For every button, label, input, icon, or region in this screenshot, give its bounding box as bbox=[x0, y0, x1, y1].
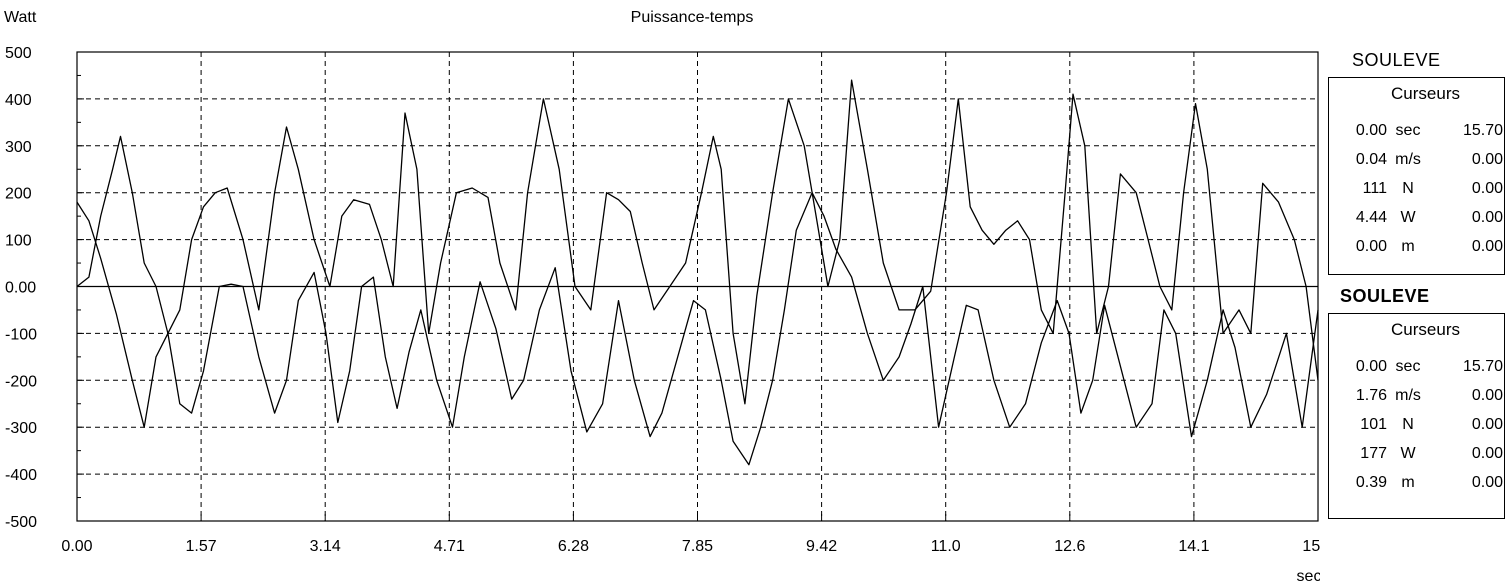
y-tick-label: 300 bbox=[5, 139, 32, 156]
x-tick-label: 0.00 bbox=[61, 538, 92, 555]
y-tick-label: 200 bbox=[5, 186, 32, 203]
cursor-panel-2: Curseurs 0.00 sec 15.70 1.76 m/s 0.00 10… bbox=[1328, 313, 1505, 519]
cursor-unit: N bbox=[1402, 180, 1414, 197]
x-tick-label: 12.6 bbox=[1054, 538, 1085, 555]
panel-2-row: 177 W 0.00 bbox=[1329, 445, 1504, 469]
y-axis-label: Watt bbox=[4, 9, 37, 26]
x-tick-label: 14.1 bbox=[1178, 538, 1209, 555]
cursor-value-end: 15.70 bbox=[1462, 122, 1503, 139]
x-tick-label: 11.0 bbox=[931, 538, 961, 555]
cursor-value-end: 15.70 bbox=[1462, 358, 1503, 375]
cursor-value-start: 0.04 bbox=[1355, 151, 1387, 168]
y-tick-label: -500 bbox=[5, 514, 37, 531]
chart-title: Puissance-temps bbox=[631, 9, 754, 26]
cursor-unit: sec bbox=[1395, 358, 1421, 375]
cursor-value-end: 0.00 bbox=[1471, 416, 1503, 433]
cursor-value-end: 0.00 bbox=[1471, 151, 1503, 168]
y-tick-label: -100 bbox=[5, 326, 37, 343]
y-tick-label: 100 bbox=[5, 233, 32, 250]
panel-1-title: SOULEVE bbox=[1352, 50, 1441, 70]
panel-1-row: 0.00 sec 15.70 bbox=[1329, 122, 1504, 146]
panel-2-row: 0.39 m 0.00 bbox=[1329, 474, 1504, 498]
panel-1-row: 4.44 W 0.00 bbox=[1329, 209, 1504, 233]
cursor-value-end: 0.00 bbox=[1471, 209, 1503, 226]
y-tick-label: 0.00 bbox=[5, 280, 36, 297]
panel-1-row: 111 N 0.00 bbox=[1329, 180, 1504, 204]
cursor-unit: m bbox=[1401, 474, 1415, 491]
x-tick-label: 15.7 bbox=[1302, 538, 1320, 555]
cursor-unit: W bbox=[1400, 445, 1416, 462]
cursor-unit: sec bbox=[1395, 122, 1421, 139]
x-tick-label: 7.85 bbox=[682, 538, 713, 555]
cursor-unit: N bbox=[1402, 416, 1414, 433]
cursor-value-start: 101 bbox=[1360, 416, 1387, 433]
y-tick-label: -200 bbox=[5, 373, 37, 390]
series-line-1 bbox=[76, 192, 1319, 466]
cursor-value-start: 0.00 bbox=[1355, 358, 1387, 375]
x-tick-label: 3.14 bbox=[310, 538, 341, 555]
cursor-value-end: 0.00 bbox=[1471, 474, 1503, 491]
cursor-value-start: 0.00 bbox=[1355, 122, 1387, 139]
cursor-value-end: 0.00 bbox=[1471, 445, 1503, 462]
cursor-unit: W bbox=[1400, 209, 1416, 226]
panel-2-row: 101 N 0.00 bbox=[1329, 416, 1504, 440]
series-line-2 bbox=[76, 79, 1319, 405]
cursor-unit: m/s bbox=[1395, 387, 1421, 404]
x-tick-label: 4.71 bbox=[434, 538, 465, 555]
x-tick-label: 1.57 bbox=[186, 538, 217, 555]
cursor-unit: m bbox=[1401, 238, 1415, 255]
panel-1-row: 0.00 m 0.00 bbox=[1329, 238, 1504, 262]
cursor-value-end: 0.00 bbox=[1471, 387, 1503, 404]
y-tick-label: -400 bbox=[5, 467, 37, 484]
panel-2-title: SOULEVE bbox=[1340, 286, 1430, 306]
y-tick-label: 500 bbox=[5, 45, 32, 62]
cursor-value-start: 0.39 bbox=[1355, 474, 1387, 491]
cursor-value-start: 0.00 bbox=[1355, 238, 1387, 255]
panel-1-header: Curseurs bbox=[1391, 84, 1460, 103]
cursor-value-end: 0.00 bbox=[1471, 180, 1503, 197]
cursor-value-start: 4.44 bbox=[1355, 209, 1387, 226]
cursor-value-start: 1.76 bbox=[1355, 387, 1387, 404]
x-axis-label: sec bbox=[1297, 568, 1320, 585]
cursor-unit: m/s bbox=[1395, 151, 1421, 168]
panel-2-row: 0.00 sec 15.70 bbox=[1329, 358, 1504, 382]
panel-1-row: 0.04 m/s 0.00 bbox=[1329, 151, 1504, 175]
y-tick-label: 400 bbox=[5, 92, 32, 109]
y-tick-label: -300 bbox=[5, 420, 37, 437]
cursor-value-end: 0.00 bbox=[1471, 238, 1503, 255]
x-tick-label: 9.42 bbox=[806, 538, 837, 555]
cursor-panel-1: Curseurs 0.00 sec 15.70 0.04 m/s 0.00 11… bbox=[1328, 77, 1505, 275]
panel-2-row: 1.76 m/s 0.00 bbox=[1329, 387, 1504, 411]
cursor-value-start: 111 bbox=[1362, 180, 1387, 197]
x-tick-label: 6.28 bbox=[558, 538, 589, 555]
panel-2-header: Curseurs bbox=[1391, 320, 1460, 339]
power-time-chart: 500 400 300 200 100 0.00 -100 -200 -300 -400 -500 0… bbox=[4, 9, 1320, 585]
cursor-value-start: 177 bbox=[1360, 445, 1387, 462]
